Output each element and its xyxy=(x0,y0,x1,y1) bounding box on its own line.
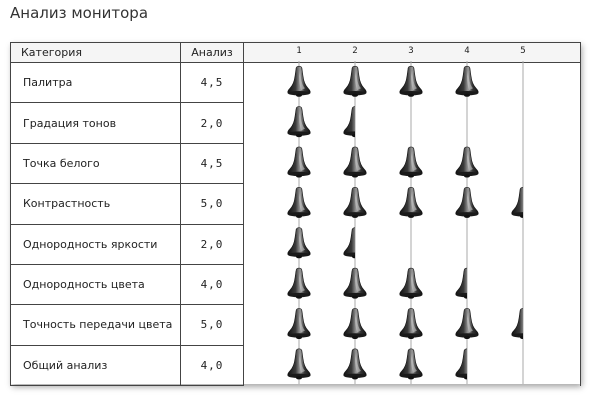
score-value: 5,0 xyxy=(180,183,244,225)
category-label: Палитра xyxy=(10,61,181,104)
rating-plot: 1 2 3 4 5 xyxy=(287,46,526,384)
bell-icon xyxy=(399,267,423,299)
bell-icon xyxy=(455,267,467,299)
rating-row-markers xyxy=(287,187,523,218)
bell-icon xyxy=(455,146,479,178)
bell-icon xyxy=(343,227,355,259)
rating-row-markers xyxy=(287,348,467,380)
x-tick-label: 5 xyxy=(520,46,525,56)
bell-icon xyxy=(399,146,423,178)
category-header: Категория xyxy=(10,42,181,63)
score-value: 4,5 xyxy=(180,61,244,104)
bell-icon xyxy=(511,308,523,340)
bell-icon xyxy=(511,187,523,218)
rating-row-markers xyxy=(287,146,479,178)
x-tick-label: 4 xyxy=(464,46,469,56)
rating-row-markers xyxy=(287,227,355,259)
bell-icon xyxy=(287,227,311,259)
rating-row-markers xyxy=(287,308,523,340)
rating-row-markers xyxy=(287,267,467,299)
bell-icon xyxy=(287,146,311,178)
bell-icon xyxy=(455,187,479,218)
score-value: 5,0 xyxy=(180,304,244,346)
bell-icon xyxy=(343,187,367,218)
bell-icon xyxy=(399,308,423,340)
rating-row-markers xyxy=(287,65,479,97)
rating-row-markers xyxy=(287,106,355,138)
bell-icon xyxy=(399,65,423,97)
header-row: Категория Анализ xyxy=(10,42,581,63)
score-value: 2,0 xyxy=(180,102,244,144)
bell-icon xyxy=(455,308,479,340)
category-label: Точность передачи цвета xyxy=(10,304,181,346)
score-value: 2,0 xyxy=(180,223,244,265)
bell-icon xyxy=(343,106,355,138)
x-tick-label: 1 xyxy=(296,46,301,56)
bell-icon xyxy=(399,187,423,218)
category-label: Точка белого xyxy=(10,142,181,185)
score-value: 4,0 xyxy=(180,263,244,306)
score-value: 4,0 xyxy=(180,344,244,387)
bell-icon xyxy=(287,267,311,299)
category-label: Общий анализ xyxy=(10,344,181,387)
bell-icon xyxy=(287,65,311,97)
bell-icon xyxy=(287,106,311,138)
category-label: Однородность яркости xyxy=(10,223,181,265)
page-title: Анализ монитора xyxy=(10,4,149,22)
bell-icon xyxy=(343,308,367,340)
bell-icon xyxy=(287,187,311,218)
bell-icon xyxy=(287,348,311,380)
category-label: Градация тонов xyxy=(10,102,181,144)
x-tick-label: 3 xyxy=(408,46,413,56)
bell-icon xyxy=(455,348,467,380)
scale-header xyxy=(243,42,581,63)
category-label: Однородность цвета xyxy=(10,263,181,306)
score-header: Анализ xyxy=(180,42,244,63)
rating-chart: Категория Анализ Палитра 4,5 Градация тоно… xyxy=(10,42,581,387)
bell-icon xyxy=(287,308,311,340)
bell-icon xyxy=(343,267,367,299)
bell-icon xyxy=(343,146,367,178)
x-tick-label: 2 xyxy=(352,46,357,56)
category-label: Контрастность xyxy=(10,183,181,225)
bell-icon xyxy=(343,65,367,97)
bell-icon xyxy=(455,65,479,97)
bell-icon xyxy=(343,348,367,380)
score-value: 4,5 xyxy=(180,142,244,185)
bell-icon xyxy=(399,348,423,380)
